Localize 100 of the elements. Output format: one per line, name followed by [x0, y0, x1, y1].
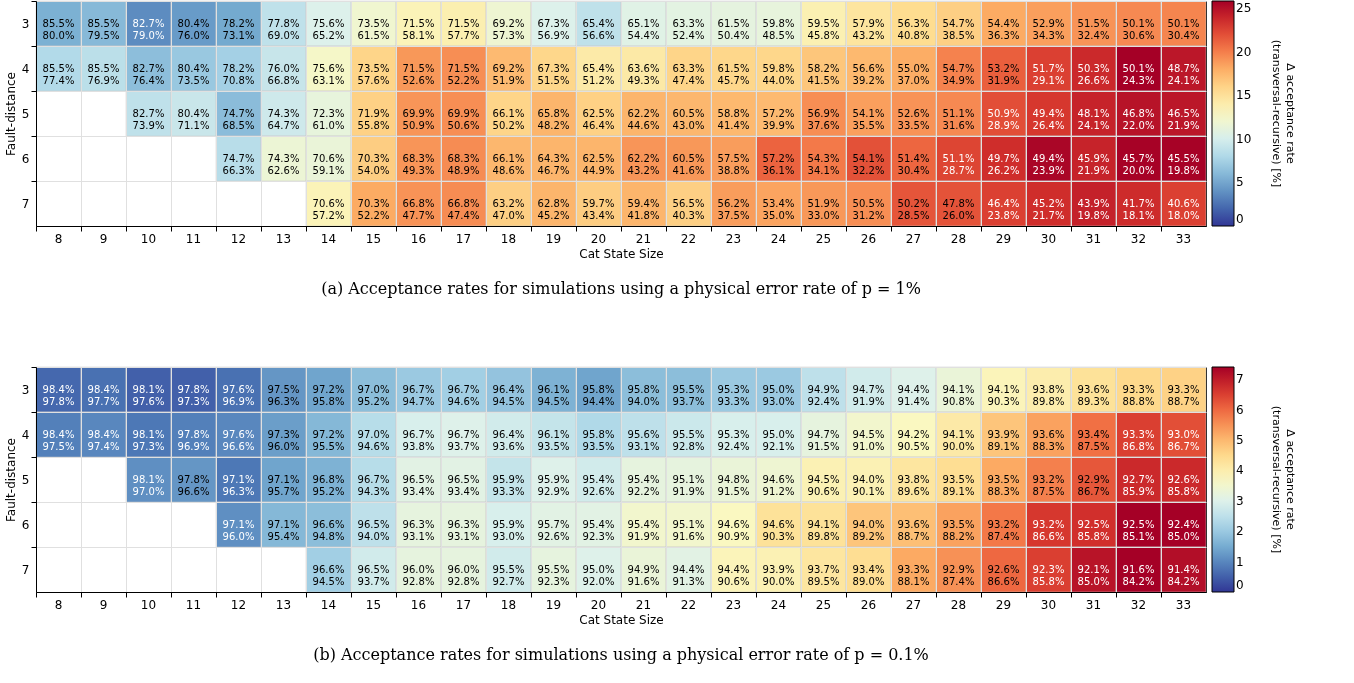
data-label: 95.0% 93.0% [762, 383, 795, 407]
data-label: 93.5% 88.2% [942, 518, 975, 542]
color-bar-label: 2 [1236, 524, 1244, 539]
data-label: 94.0% 89.2% [852, 518, 885, 542]
data-label: 54.7% 38.5% [942, 17, 975, 41]
data-label: 48.1% 24.1% [1077, 107, 1110, 131]
y-tick-label: 3 [21, 382, 30, 397]
data-label: 97.8% 96.9% [177, 428, 210, 452]
data-label: 97.2% 95.8% [312, 383, 345, 407]
data-label: 85.5% 79.5% [87, 17, 120, 41]
x-tick-label: 14 [320, 231, 337, 246]
data-label: 94.7% 91.5% [807, 428, 840, 452]
x-tick-label: 11 [185, 597, 202, 612]
x-tick-label: 10 [140, 597, 157, 612]
data-label: 98.1% 97.0% [132, 473, 165, 497]
data-label: 95.1% 91.6% [672, 518, 705, 542]
data-label: 94.6% 90.9% [717, 518, 750, 542]
x-tick-label: 15 [365, 231, 382, 246]
y-tick-label: 4 [21, 427, 30, 442]
data-label: 95.9% 92.9% [537, 473, 570, 497]
data-label: 67.3% 56.9% [537, 17, 570, 41]
color-bar-title: Δ acceptance rate (transversal-recursive) [%] [1270, 405, 1297, 554]
data-label: 66.1% 50.2% [492, 107, 525, 131]
x-tick-label: 28 [950, 597, 967, 612]
data-label: 82.7% 76.4% [132, 62, 165, 86]
data-label: 95.0% 92.0% [582, 563, 615, 587]
data-label: 94.4% 91.3% [672, 563, 705, 587]
data-label: 92.3% 85.8% [1032, 563, 1065, 587]
data-label: 92.7% 85.9% [1122, 473, 1155, 497]
data-label: 93.7% 89.5% [807, 563, 840, 587]
data-label: 93.2% 87.5% [1032, 473, 1065, 497]
data-label: 47.8% 26.0% [942, 197, 975, 221]
data-label: 96.7% 93.7% [447, 428, 480, 452]
data-label: 93.3% 88.7% [1167, 383, 1200, 407]
data-label: 96.5% 93.4% [402, 473, 435, 497]
data-label: 97.5% 96.3% [267, 383, 300, 407]
x-tick-label: 31 [1085, 597, 1102, 612]
data-label: 69.2% 51.9% [492, 62, 525, 86]
data-label: 98.1% 97.3% [132, 428, 165, 452]
data-label: 94.1% 90.0% [942, 428, 975, 452]
x-tick-label: 26 [860, 597, 877, 612]
data-label: 46.8% 22.0% [1122, 107, 1155, 131]
x-tick-label: 14 [320, 597, 337, 612]
color-bar-label: 4 [1236, 463, 1244, 478]
data-label: 68.3% 49.3% [402, 152, 435, 176]
data-label: 93.4% 87.5% [1077, 428, 1110, 452]
x-tick-label: 18 [500, 597, 517, 612]
data-label: 96.7% 94.3% [357, 473, 390, 497]
data-label: 95.5% 93.7% [672, 383, 705, 407]
data-label: 65.4% 51.2% [582, 62, 615, 86]
data-label: 94.1% 90.8% [942, 383, 975, 407]
data-label: 97.1% 96.3% [222, 473, 255, 497]
data-label: 92.6% 86.6% [987, 563, 1020, 587]
data-label: 98.4% 97.5% [42, 428, 75, 452]
data-label: 93.0% 86.7% [1167, 428, 1200, 452]
data-label: 98.4% 97.7% [87, 383, 120, 407]
data-label: 96.4% 93.6% [492, 428, 525, 452]
data-label: 78.2% 73.1% [222, 17, 255, 41]
data-label: 63.3% 52.4% [672, 17, 705, 41]
data-label: 54.1% 35.5% [852, 107, 885, 131]
x-tick-label: 22 [680, 231, 697, 246]
text: (a) Acceptance rates for simulations using a physical error rate of p = 1% [321, 279, 921, 298]
data-label: 93.6% 88.3% [1032, 428, 1065, 452]
y-axis-title: Fault-distance [3, 438, 18, 522]
data-label: 51.4% 30.4% [897, 152, 930, 176]
data-label: 95.5% 92.3% [537, 563, 570, 587]
data-label: 58.8% 41.4% [717, 107, 750, 131]
data-label: 63.3% 47.4% [672, 62, 705, 86]
data-label: 92.9% 87.4% [942, 563, 975, 587]
data-label: 82.7% 79.0% [132, 17, 165, 41]
data-label: 75.6% 63.1% [312, 62, 345, 86]
data-label: 97.2% 95.5% [312, 428, 345, 452]
data-label: 43.9% 19.8% [1077, 197, 1110, 221]
x-tick-label: 30 [1040, 597, 1057, 612]
data-label: 92.6% 85.8% [1167, 473, 1200, 497]
data-label: 62.2% 44.6% [627, 107, 660, 131]
y-axis-title: Fault-distance [3, 72, 18, 156]
x-tick-label: 17 [455, 597, 472, 612]
data-label: 93.6% 88.7% [897, 518, 930, 542]
data-label: 45.5% 19.8% [1167, 152, 1200, 176]
data-label: 95.0% 92.1% [762, 428, 795, 452]
data-label: 91.4% 84.2% [1167, 563, 1200, 587]
data-label: 59.8% 44.0% [762, 62, 795, 86]
data-label: 94.4% 90.6% [717, 563, 750, 587]
data-label: 63.6% 49.3% [627, 62, 660, 86]
data-label: 97.3% 96.0% [267, 428, 300, 452]
data-label: 95.4% 92.3% [582, 518, 615, 542]
x-tick-label: 9 [99, 597, 108, 612]
data-label: 93.5% 89.1% [942, 473, 975, 497]
x-tick-label: 21 [635, 231, 652, 246]
data-label: 96.0% 92.8% [402, 563, 435, 587]
data-label: 94.1% 89.8% [807, 518, 840, 542]
data-label: 96.7% 94.6% [447, 383, 480, 407]
data-label: 96.5% 93.7% [357, 563, 390, 587]
data-label: 93.3% 88.1% [897, 563, 930, 587]
data-label: 95.1% 91.9% [672, 473, 705, 497]
data-label: 71.9% 55.8% [357, 107, 390, 131]
data-label: 93.6% 89.3% [1077, 383, 1110, 407]
y-tick-label: 4 [21, 61, 30, 76]
data-label: 97.1% 95.7% [267, 473, 300, 497]
